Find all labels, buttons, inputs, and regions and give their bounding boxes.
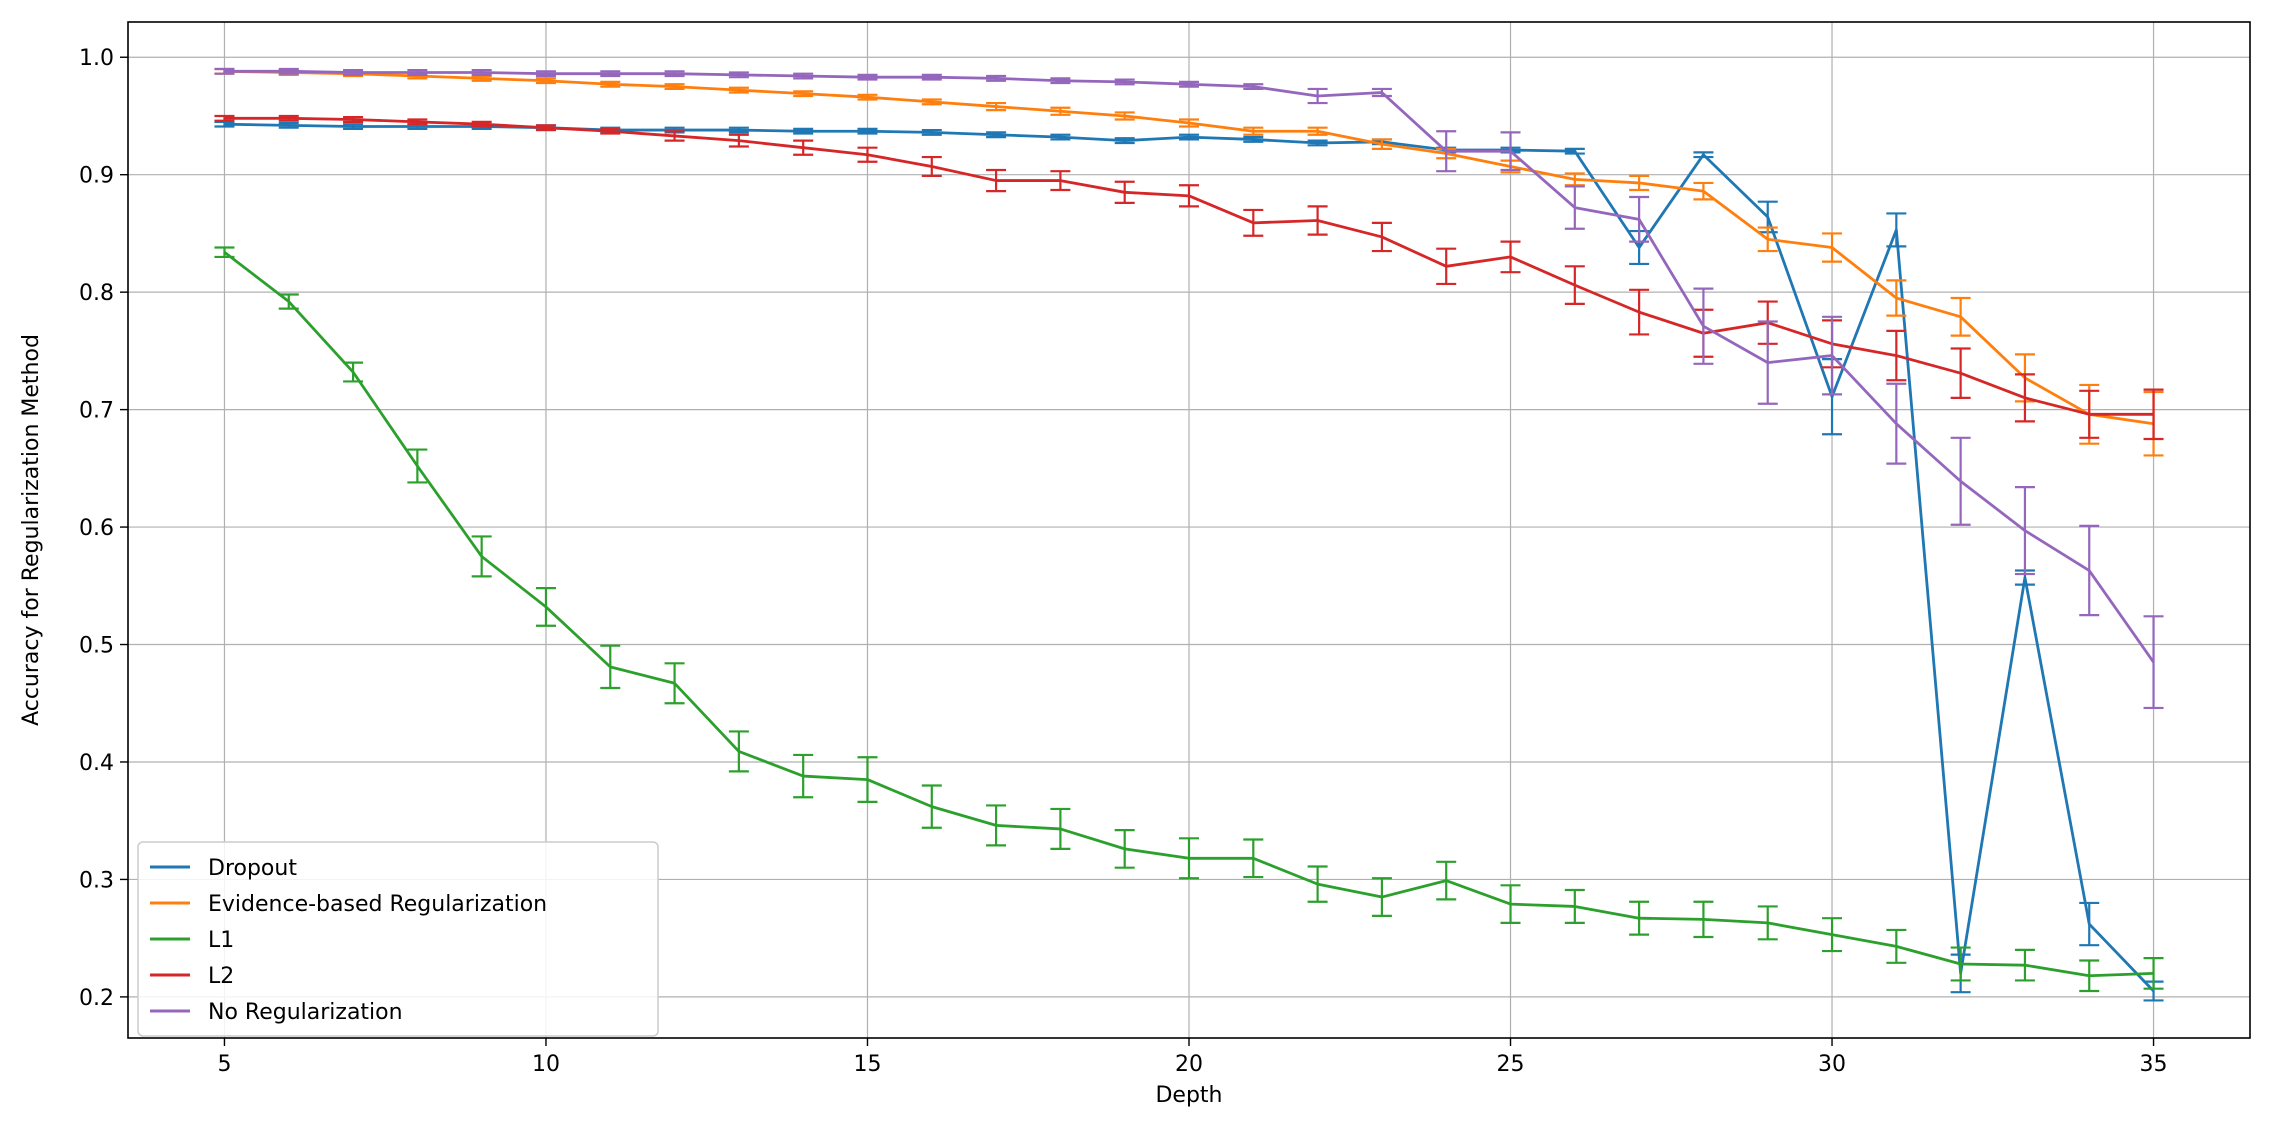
legend-label: Dropout <box>208 856 297 881</box>
legend-items: Dropout Evidence-based Regularization L1 L2… <box>150 856 547 1025</box>
legend-item: Dropout <box>150 856 297 881</box>
legend: Dropout Evidence-based Regularization L1 L2… <box>137 841 659 1037</box>
x-tick-label: 5 <box>217 1052 231 1077</box>
series-no-regularization <box>214 67 2164 710</box>
legend-label: L1 <box>208 928 234 953</box>
series-line <box>224 69 2155 663</box>
y-tick-label: 0.2 <box>79 986 114 1011</box>
series-line <box>224 69 2154 426</box>
legend-label: L2 <box>208 964 234 989</box>
y-tick-label: 0.6 <box>79 516 114 541</box>
series-layer <box>214 67 2164 1002</box>
y-tick-label: 0.8 <box>79 281 114 306</box>
y-tick-label: 0.4 <box>79 751 114 776</box>
axis-ticks: 5 10 15 20 25 30 35 0.2 0.3 0.4 0.5 0.6 0.7 0.8 0.9 1.0 <box>79 46 2168 1077</box>
y-tick-label: 0.7 <box>79 399 114 424</box>
x-tick-label: 30 <box>1818 1052 1846 1077</box>
series-l1 <box>214 246 2164 993</box>
y-tick-label: 1.0 <box>79 46 114 71</box>
legend-item: Evidence-based Regularization <box>150 892 547 917</box>
legend-label: Evidence-based Regularization <box>208 892 547 917</box>
series-line <box>223 251 2154 978</box>
x-tick-label: 25 <box>1497 1052 1525 1077</box>
legend-item: L2 <box>150 964 234 989</box>
legend-box <box>137 841 659 1037</box>
y-tick-label: 0.5 <box>79 634 114 659</box>
x-tick-label: 20 <box>1175 1052 1203 1077</box>
x-tick-label: 15 <box>853 1052 881 1077</box>
legend-item: L1 <box>150 928 234 953</box>
legend-item: No Regularization <box>150 1000 403 1025</box>
y-tick-label: 0.3 <box>79 868 114 893</box>
x-tick-label: 10 <box>532 1052 560 1077</box>
x-axis-label: Depth <box>1155 1083 1222 1108</box>
y-axis-label: Accuracy for Regularization Method <box>19 334 44 726</box>
legend-label: No Regularization <box>208 1000 403 1025</box>
x-tick-label: 35 <box>2140 1052 2168 1077</box>
y-tick-label: 0.9 <box>79 164 114 189</box>
